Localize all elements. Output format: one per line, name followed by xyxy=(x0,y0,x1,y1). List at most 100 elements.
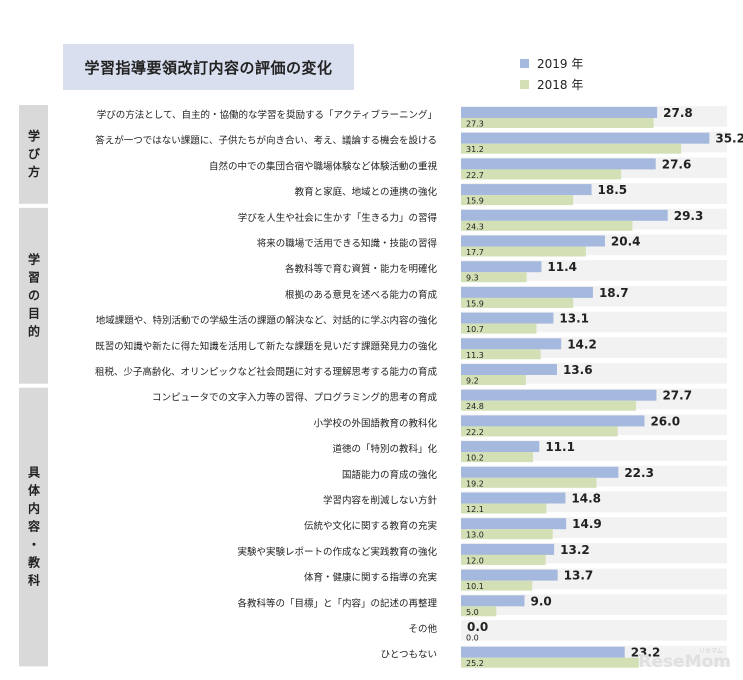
bar-2019 xyxy=(461,364,557,375)
bar-2018 xyxy=(461,297,574,308)
value-label-2018: 24.3 xyxy=(466,222,484,231)
category-label: 国語能力の育成の強化 xyxy=(342,469,438,481)
value-label-2019: 26.0 xyxy=(650,414,680,428)
value-label-2018: 31.2 xyxy=(466,145,484,154)
value-label-2018: 13.0 xyxy=(466,531,484,540)
bar-2019 xyxy=(461,107,658,118)
value-label-2019: 13.1 xyxy=(559,312,589,326)
legend-swatch-2018 xyxy=(520,80,529,89)
bar-2019 xyxy=(461,132,710,144)
legend-swatch-2019 xyxy=(520,59,529,68)
category-label: 小学校の外国語教育の教科化 xyxy=(313,417,437,429)
bar-2018 xyxy=(461,400,636,411)
value-label-2019: 18.7 xyxy=(599,286,629,300)
value-label-2019: 14.9 xyxy=(572,517,602,531)
value-label-2018: 9.2 xyxy=(466,377,479,386)
bar-2019 xyxy=(461,158,656,170)
category-label: コンピュータでの文字入力等の習得、プログラミング的思考の育成 xyxy=(152,392,438,404)
legend-label-2019: 2019 年 xyxy=(537,57,584,71)
bar-2018 xyxy=(461,220,633,231)
category-label: 道徳の「特別の教科」化 xyxy=(332,443,437,455)
value-label-2019: 27.7 xyxy=(662,389,692,403)
value-label-2019: 14.8 xyxy=(571,492,601,506)
category-label: その他 xyxy=(408,623,437,635)
category-label: 根拠のある意見を述べる能力の育成 xyxy=(285,289,438,301)
value-label-2019: 35.2 xyxy=(715,132,743,146)
bar-2019 xyxy=(461,492,566,504)
value-label-2019: 13.6 xyxy=(563,363,593,377)
legend-item-2019: 2019 年 xyxy=(520,53,583,74)
legend: 2019 年 2018 年 xyxy=(520,53,583,95)
bar-2019 xyxy=(461,441,540,453)
value-label-2019: 13.7 xyxy=(564,569,594,583)
value-label-2019: 13.2 xyxy=(560,543,590,557)
category-label: 学習内容を削減しない方針 xyxy=(323,495,438,507)
value-label-2019: 9.0 xyxy=(531,594,552,608)
group-label: 具体内容・教科 xyxy=(27,466,41,588)
bar-2019 xyxy=(461,466,619,478)
value-label-2019: 29.3 xyxy=(674,209,704,223)
value-label-2019: 18.5 xyxy=(598,183,628,197)
chart-title: 学習指導要領改訂内容の評価の変化 xyxy=(63,44,354,90)
value-label-2018: 19.2 xyxy=(466,479,484,488)
category-label: 地域課題や、特別活動での学級生活の課題の解決など、対話的に学ぶ内容の強化 xyxy=(96,315,438,327)
bar-2018 xyxy=(461,657,639,668)
value-label-2018: 15.9 xyxy=(466,299,484,308)
value-label-2019: 11.1 xyxy=(545,440,575,454)
value-label-2018: 22.7 xyxy=(466,171,484,180)
value-label-2018: 12.0 xyxy=(466,556,484,565)
value-label-2018: 17.7 xyxy=(466,248,484,257)
bar-2019 xyxy=(461,518,567,530)
bar-2018 xyxy=(461,272,527,283)
value-label-2018: 15.9 xyxy=(466,197,484,206)
value-label-2019: 20.4 xyxy=(611,235,641,249)
category-label: 自然の中での集団合宿や職場体験など体験活動の重視 xyxy=(209,160,438,172)
category-label: 各教科等の「目標」と「内容」の記述の再整理 xyxy=(237,597,437,609)
bar-2018 xyxy=(461,477,597,488)
bar-2019 xyxy=(461,646,625,658)
bar-2018 xyxy=(461,606,497,617)
value-label-2018: 10.1 xyxy=(466,582,484,591)
value-label-2018: 12.1 xyxy=(466,505,484,514)
bar-2018 xyxy=(461,375,526,385)
category-label: 既習の知識や新たに得た知識を活用して新たな課題を見いだす課題発見力の強化 xyxy=(95,340,437,352)
legend-item-2018: 2018 年 xyxy=(520,74,583,95)
value-label-2019: 22.3 xyxy=(624,466,654,480)
bar-2018 xyxy=(461,529,553,540)
bar-2019 xyxy=(461,235,605,247)
bar-2018 xyxy=(461,426,618,437)
bar-2019 xyxy=(461,595,525,607)
category-label: 実験や実験レポートの作成など実践教育の強化 xyxy=(237,546,437,558)
bar-2018 xyxy=(461,246,586,257)
bar-2018 xyxy=(461,580,533,591)
bar-2019 xyxy=(461,338,562,350)
bar-2018 xyxy=(461,143,682,154)
bar-2018 xyxy=(461,503,547,514)
category-label: 各教科等で育む資質・能力を明確化 xyxy=(285,263,438,275)
bar-2018 xyxy=(461,195,574,206)
category-label: 将来の職場で活用できる知識・技能の習得 xyxy=(257,238,438,250)
value-label-2018: 25.2 xyxy=(466,659,484,668)
category-label: 伝統や文化に関する教育の充実 xyxy=(304,520,438,532)
brand-logo: リセマム ReseMom xyxy=(638,648,731,672)
bar-2018 xyxy=(461,118,654,128)
bar-2018 xyxy=(461,349,541,360)
bar-2018 xyxy=(461,554,546,565)
value-label-2019: 14.2 xyxy=(567,337,597,351)
value-label-2018: 0.0 xyxy=(466,634,479,643)
category-label: 答えが一つではない課題に、子供たちが向き合い、考え、議論する機会を設ける xyxy=(95,135,437,147)
bar-2019 xyxy=(461,209,668,221)
bar-2019 xyxy=(461,312,554,324)
value-label-2018: 11.3 xyxy=(466,351,484,360)
value-label-2019: 27.6 xyxy=(662,157,692,171)
bar-2019 xyxy=(461,415,645,427)
category-label: 体育・健康に関する指導の充実 xyxy=(304,572,438,584)
value-label-2019: 0.0 xyxy=(467,620,488,634)
brand-name: ReseMom xyxy=(638,652,731,672)
bar-2019 xyxy=(461,286,593,298)
bar-2019 xyxy=(461,389,657,401)
value-label-2018: 27.3 xyxy=(466,120,484,129)
group-label: 学び方 xyxy=(28,128,41,179)
bar-2019 xyxy=(461,184,592,196)
